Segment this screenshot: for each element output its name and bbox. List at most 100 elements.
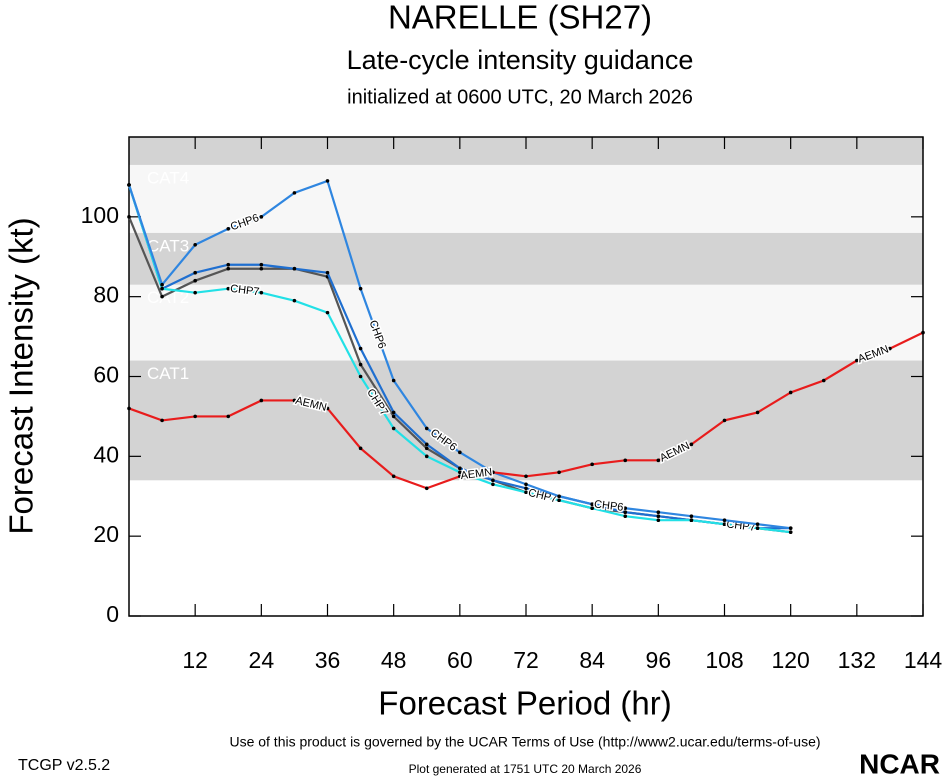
data-point: [855, 358, 859, 363]
y-tick-label: 20: [93, 521, 119, 547]
y-tick-label: 40: [93, 441, 119, 467]
x-tick-label: 12: [182, 647, 208, 673]
x-tick-label: 144: [904, 647, 943, 673]
data-point: [391, 426, 396, 431]
data-point: [325, 310, 330, 315]
data-point: [722, 518, 727, 522]
x-tick-label: 84: [579, 647, 605, 673]
data-point: [623, 458, 628, 463]
data-point: [160, 282, 164, 287]
data-point: [788, 390, 793, 395]
data-point: [391, 474, 396, 479]
x-tick-label: 132: [838, 647, 876, 673]
data-point: [325, 406, 330, 411]
data-point: [656, 514, 661, 519]
data-point: [656, 458, 661, 463]
data-point: [424, 446, 429, 451]
data-point: [623, 506, 628, 511]
data-point: [193, 414, 197, 419]
data-point: [921, 330, 925, 335]
data-point: [391, 414, 396, 419]
logo: NCAR: [859, 748, 940, 779]
data-point: [325, 270, 330, 275]
y-tick-label: 60: [93, 362, 119, 388]
data-point: [259, 266, 264, 271]
data-point: [689, 442, 694, 447]
data-point: [292, 298, 297, 303]
data-point: [424, 426, 429, 431]
data-point: [689, 518, 694, 522]
data-point: [590, 506, 594, 511]
x-tick-label: 24: [249, 647, 275, 673]
data-point: [623, 510, 628, 515]
y-tick-label: 80: [93, 282, 119, 308]
data-point: [524, 486, 528, 491]
data-point: [391, 378, 396, 383]
line-label: CHP6: [593, 498, 624, 513]
data-point: [458, 470, 462, 475]
data-point: [127, 183, 131, 187]
data-point: [557, 498, 561, 503]
data-point: [623, 514, 628, 519]
data-point: [193, 270, 197, 275]
data-point: [491, 478, 495, 483]
y-tick-label: 100: [81, 202, 119, 228]
data-point: [292, 191, 297, 195]
data-point: [557, 470, 561, 475]
intensity-band: [129, 164, 923, 233]
data-point: [788, 526, 793, 530]
data-point: [424, 454, 429, 459]
x-tick-label: 36: [315, 647, 341, 673]
band-label: CAT2: [147, 288, 189, 307]
data-point: [292, 398, 297, 403]
x-tick-label: 48: [381, 647, 407, 673]
data-point: [226, 286, 231, 291]
data-point: [358, 362, 363, 367]
data-point: [888, 346, 892, 351]
data-point: [755, 526, 760, 530]
data-point: [160, 418, 164, 423]
data-point: [524, 490, 528, 495]
data-point: [358, 374, 363, 379]
intensity-band: [129, 360, 923, 481]
data-point: [590, 462, 594, 467]
line-label: CHP7: [230, 283, 261, 298]
data-point: [821, 378, 826, 383]
y-axis-label: Forecast Intensity (kt): [3, 217, 40, 534]
data-point: [458, 474, 462, 479]
line-label: AEMN: [460, 466, 493, 482]
x-axis-label: Forecast Period (hr): [378, 685, 671, 722]
data-point: [590, 502, 594, 507]
data-point: [127, 215, 131, 219]
x-tick-label: 60: [447, 647, 473, 673]
data-point: [755, 522, 760, 526]
data-point: [226, 262, 231, 267]
version: TCGP v2.5.2: [18, 757, 110, 774]
data-point: [325, 179, 330, 183]
x-tick-label: 72: [513, 647, 539, 673]
data-point: [656, 510, 661, 515]
data-point: [193, 278, 197, 283]
data-point: [358, 286, 363, 291]
band-label: CAT4: [147, 168, 189, 187]
intensity-band: [129, 284, 923, 361]
data-point: [358, 446, 363, 451]
data-point: [259, 290, 264, 295]
data-point: [755, 410, 760, 415]
band-label: CAT3: [147, 236, 189, 255]
x-tick-label: 120: [771, 647, 809, 673]
data-point: [424, 486, 429, 491]
data-point: [259, 215, 264, 219]
data-point: [226, 414, 231, 419]
data-point: [424, 442, 429, 447]
terms: Use of this product is governed by the U…: [229, 734, 820, 750]
data-point: [292, 266, 297, 271]
data-point: [160, 286, 164, 291]
data-point: [656, 518, 661, 522]
y-tick-label: 0: [106, 601, 119, 627]
data-point: [226, 266, 231, 271]
generated: Plot generated at 1751 UTC 20 March 2026: [409, 762, 642, 776]
data-point: [127, 406, 131, 411]
data-point: [259, 398, 264, 403]
